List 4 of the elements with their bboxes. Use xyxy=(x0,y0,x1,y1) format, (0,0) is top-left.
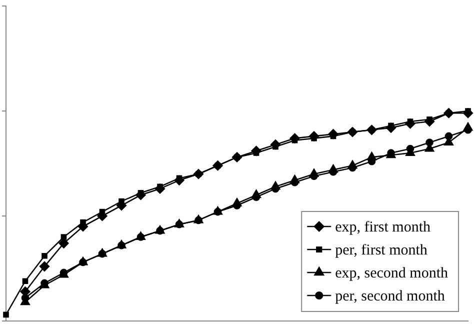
legend-label: per, second month xyxy=(335,288,446,304)
legend-label: exp, first month xyxy=(335,219,432,236)
legend-label: per, first month xyxy=(335,242,428,258)
legend-label: exp, second month xyxy=(335,265,448,282)
